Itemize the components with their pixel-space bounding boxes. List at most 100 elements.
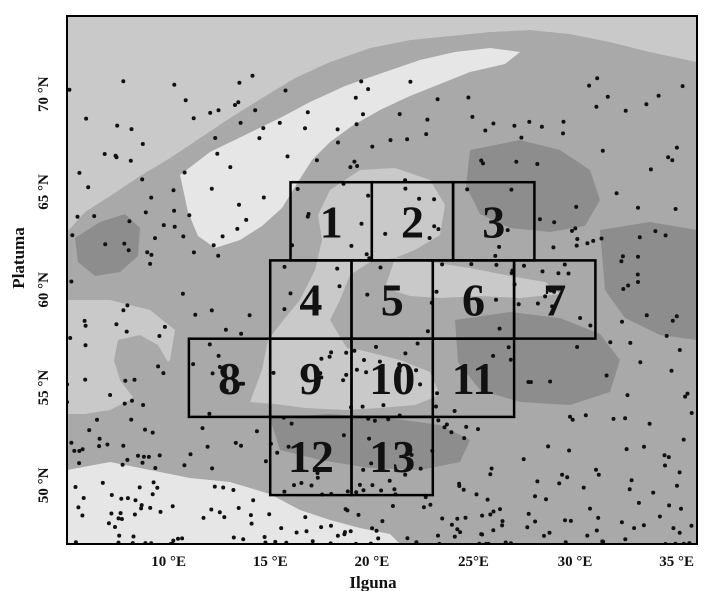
station-dot	[275, 450, 280, 455]
station-dot	[285, 154, 290, 159]
station-dot	[461, 487, 466, 492]
station-dot	[140, 142, 145, 146]
station-dot	[319, 525, 324, 530]
station-dot	[360, 404, 365, 409]
station-dot	[124, 329, 129, 334]
station-dot	[127, 219, 132, 224]
station-dot	[172, 224, 177, 229]
station-dot	[114, 322, 119, 327]
station-dot	[267, 512, 272, 517]
region-box-7	[512, 259, 597, 340]
station-dot	[357, 482, 362, 487]
station-dot	[188, 452, 193, 457]
station-dot	[512, 123, 517, 128]
station-dot	[379, 488, 384, 493]
station-dot	[103, 242, 108, 247]
station-dot	[183, 98, 188, 103]
station-dot	[548, 379, 553, 384]
station-dot	[341, 433, 346, 438]
station-dot	[386, 417, 391, 422]
station-dot	[550, 304, 555, 309]
station-dot	[573, 226, 578, 231]
x-tick-label: 35 °E	[659, 554, 694, 570]
station-dot	[359, 221, 364, 226]
station-dot	[435, 391, 440, 396]
station-dot	[397, 368, 402, 373]
station-dot	[208, 110, 213, 115]
y-axis-title: Platuma	[9, 227, 28, 289]
station-dot	[497, 326, 502, 331]
station-dot	[673, 207, 678, 211]
station-dot	[638, 360, 643, 365]
station-dot	[562, 262, 567, 267]
station-dot	[408, 79, 413, 84]
station-dot	[636, 254, 640, 259]
station-dot	[216, 108, 221, 113]
station-dot	[482, 376, 487, 381]
station-dot	[129, 417, 134, 422]
station-dot	[133, 498, 138, 503]
station-dot	[587, 83, 592, 88]
station-dot	[353, 95, 358, 100]
station-dot	[452, 409, 457, 413]
station-dot	[356, 512, 361, 517]
station-dot	[76, 505, 81, 510]
station-dot	[505, 228, 510, 233]
station-dot	[209, 186, 214, 191]
station-dot	[620, 254, 625, 259]
region-number-13: 13	[369, 431, 415, 482]
station-dot	[506, 345, 511, 350]
station-dot	[121, 79, 126, 84]
station-dot	[458, 530, 463, 535]
station-dot	[172, 82, 177, 87]
station-dot	[182, 170, 187, 175]
station-dot	[235, 226, 240, 231]
station-dot	[161, 223, 166, 228]
station-dot	[380, 519, 385, 524]
station-dot	[125, 457, 130, 462]
station-dot	[211, 243, 216, 248]
station-dot	[440, 262, 445, 267]
station-dot	[581, 485, 586, 490]
station-dot	[491, 121, 496, 126]
station-dot	[491, 528, 496, 533]
station-dot	[314, 158, 319, 163]
station-dot	[568, 518, 573, 523]
station-dot	[139, 506, 144, 511]
station-dot	[667, 503, 672, 508]
station-dot	[674, 314, 679, 319]
station-dot	[669, 368, 674, 373]
station-dot	[129, 127, 134, 132]
station-dot	[282, 264, 287, 269]
station-dot	[187, 213, 192, 218]
station-dot	[72, 448, 77, 453]
station-dot	[295, 187, 300, 191]
station-dot	[491, 509, 496, 514]
station-dot	[348, 529, 353, 534]
station-dot	[237, 80, 242, 85]
station-dot	[109, 511, 114, 516]
lowland-patch-baltic-states	[455, 312, 620, 405]
station-dot	[500, 519, 505, 524]
station-dot	[644, 102, 649, 107]
station-dot	[68, 336, 73, 340]
station-dot	[521, 457, 526, 462]
station-dot	[137, 485, 142, 490]
station-dot	[115, 123, 120, 128]
station-dot	[509, 271, 514, 275]
station-dot	[585, 241, 590, 246]
denmark-landmass	[114, 335, 175, 402]
station-dot	[666, 155, 671, 160]
station-dot	[82, 318, 87, 323]
station-dot	[675, 483, 679, 488]
station-dot	[193, 312, 198, 317]
station-dot	[575, 345, 580, 349]
station-dot	[162, 324, 167, 329]
station-dot	[493, 253, 498, 258]
y-tick-label: 50 °N	[36, 467, 52, 503]
station-dot	[283, 88, 288, 93]
region-number-1: 1	[320, 196, 343, 247]
station-dot	[148, 505, 153, 510]
station-dot	[273, 539, 278, 544]
